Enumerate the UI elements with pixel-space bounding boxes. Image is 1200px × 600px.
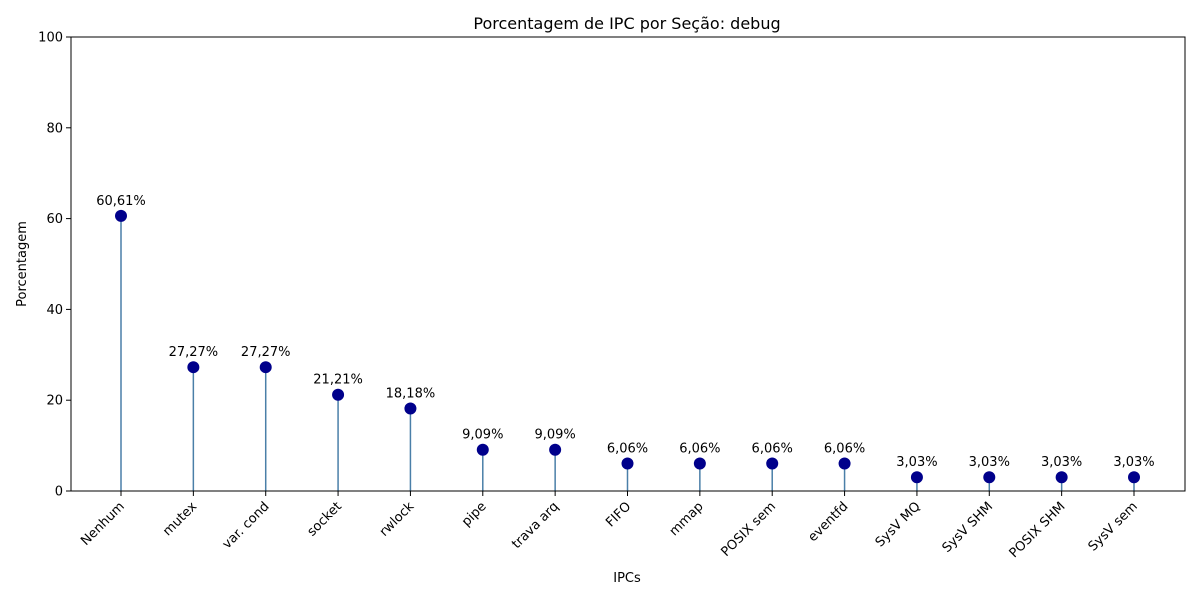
x-tick-label: trava arq <box>509 499 562 552</box>
x-tick-label: mutex <box>160 499 200 539</box>
y-tick-label: 80 <box>46 121 63 136</box>
marker <box>983 471 996 484</box>
y-tick-label: 20 <box>46 394 63 409</box>
chart-title: Porcentagem de IPC por Seção: debug <box>473 14 780 33</box>
x-tick-label: rwlock <box>377 499 418 540</box>
data-label: 6,06% <box>607 441 648 456</box>
marker <box>766 457 779 470</box>
data-label: 3,03% <box>1041 455 1082 470</box>
marker <box>476 443 489 456</box>
data-label: 21,21% <box>313 373 363 388</box>
x-tick-label: SysV SHM <box>940 499 997 556</box>
x-tick-label: mmap <box>667 499 707 539</box>
y-tick-label: 40 <box>46 303 63 318</box>
plot-area: 0 20 40 60 80 100 60,61% Nenhum 27,27% mutex 27,27… <box>38 31 1186 561</box>
y-tick-label: 0 <box>55 485 63 500</box>
data-label: 9,09% <box>534 428 575 443</box>
x-tick-label: FIFO <box>603 499 634 530</box>
x-tick-label: Nenhum <box>78 499 128 549</box>
data-label: 6,06% <box>824 441 865 456</box>
marker <box>332 388 345 401</box>
y-tick-label: 100 <box>38 31 63 46</box>
y-axis-label: Porcentagem <box>15 221 30 307</box>
marker <box>187 361 200 374</box>
x-tick-label: eventfd <box>806 499 852 545</box>
data-label: 27,27% <box>241 345 291 360</box>
marker <box>838 457 851 470</box>
marker <box>1128 471 1140 484</box>
x-tick-label: SysV sem <box>1086 499 1141 554</box>
data-label: 3,03% <box>969 455 1010 470</box>
marker <box>115 209 127 222</box>
x-tick-label: pipe <box>459 499 489 529</box>
marker <box>910 471 923 484</box>
x-tick-label: POSIX sem <box>718 499 779 560</box>
data-label: 6,06% <box>752 441 793 456</box>
marker <box>621 457 634 470</box>
data-label: 60,61% <box>96 194 146 209</box>
x-tick-label: socket <box>305 499 345 539</box>
data-label: 3,03% <box>896 455 937 470</box>
marker <box>1055 471 1068 484</box>
data-label: 27,27% <box>169 345 219 360</box>
data-label: 9,09% <box>462 428 503 443</box>
x-tick-label: POSIX SHM <box>1007 499 1069 561</box>
marker <box>549 443 562 456</box>
y-tick-label: 60 <box>46 212 63 227</box>
data-label: 6,06% <box>679 441 720 456</box>
axes-frame <box>70 36 1186 492</box>
x-tick-label: SysV MQ <box>873 499 924 550</box>
data-label: 3,03% <box>1113 455 1154 470</box>
data-label: 18,18% <box>386 386 436 401</box>
marker <box>259 361 272 374</box>
x-tick-label: var. cond <box>220 499 273 552</box>
marker <box>404 402 417 415</box>
x-axis-label: IPCs <box>613 571 641 586</box>
marker <box>693 457 706 470</box>
